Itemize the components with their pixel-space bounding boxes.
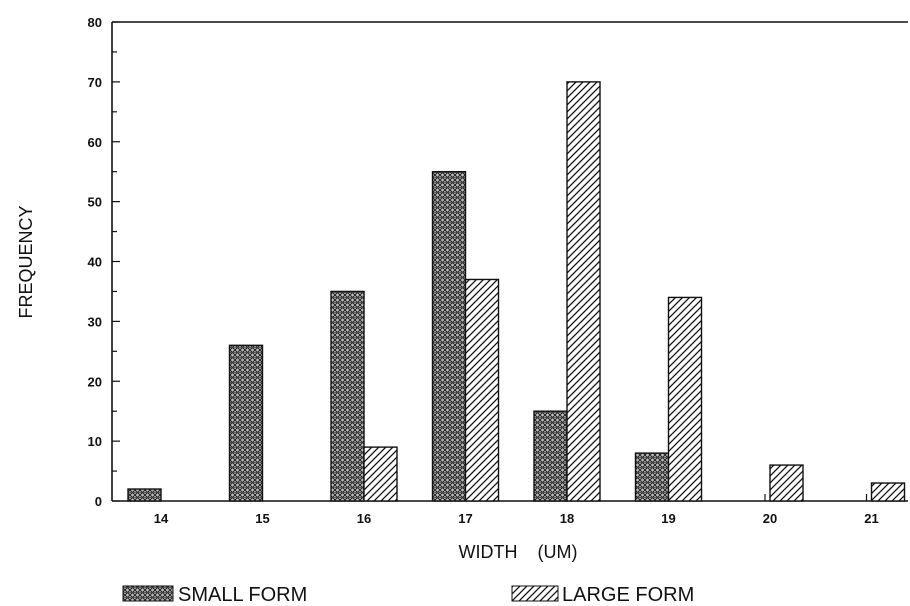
x-tick-label: 17 [458,511,472,526]
bar-small-form [127,488,162,502]
x-tick-label: 16 [357,511,371,526]
y-tick-label: 0 [95,494,102,509]
y-tick-label: 10 [88,434,102,449]
bar-large-form [769,464,804,502]
bar-small-form [330,290,365,502]
y-tick-label: 20 [88,374,102,389]
x-tick-label: 14 [154,511,169,526]
bar-small-form [533,410,568,502]
x-axis-title: WIDTH (UM) [459,542,578,562]
x-tick-label: 19 [661,511,675,526]
bar-large-form [870,482,906,502]
x-tick-label: 20 [763,511,777,526]
y-axis: 0 10 20 30 40 50 60 70 80 [88,15,908,509]
y-tick-label: 80 [88,15,102,30]
legend: SMALL FORM LARGE FORM [122,584,694,606]
y-tick-label: 70 [88,75,102,90]
bar-large-form [566,81,601,502]
y-tick-label: 60 [88,135,102,150]
y-tick-label: 50 [88,195,102,210]
x-tick-label: 15 [255,511,269,526]
x-tick-label: 18 [560,511,574,526]
legend-label-large-form: LARGE FORM [562,584,694,606]
x-tick-label: 21 [864,511,878,526]
bar-large-form [667,296,703,502]
legend-swatch-small-form [122,585,174,602]
legend-label-small-form: SMALL FORM [178,584,307,606]
bar-small-form [431,170,467,502]
y-tick-label: 40 [88,255,102,270]
y-axis-title: FREQUENCY [16,205,36,318]
bars [127,81,906,502]
legend-swatch-large-form [511,585,559,602]
bar-small-form [228,344,264,502]
bar-small-form [634,452,670,502]
bar-large-form [464,278,500,502]
bar-large-form [363,446,398,502]
y-tick-label: 30 [88,314,102,329]
